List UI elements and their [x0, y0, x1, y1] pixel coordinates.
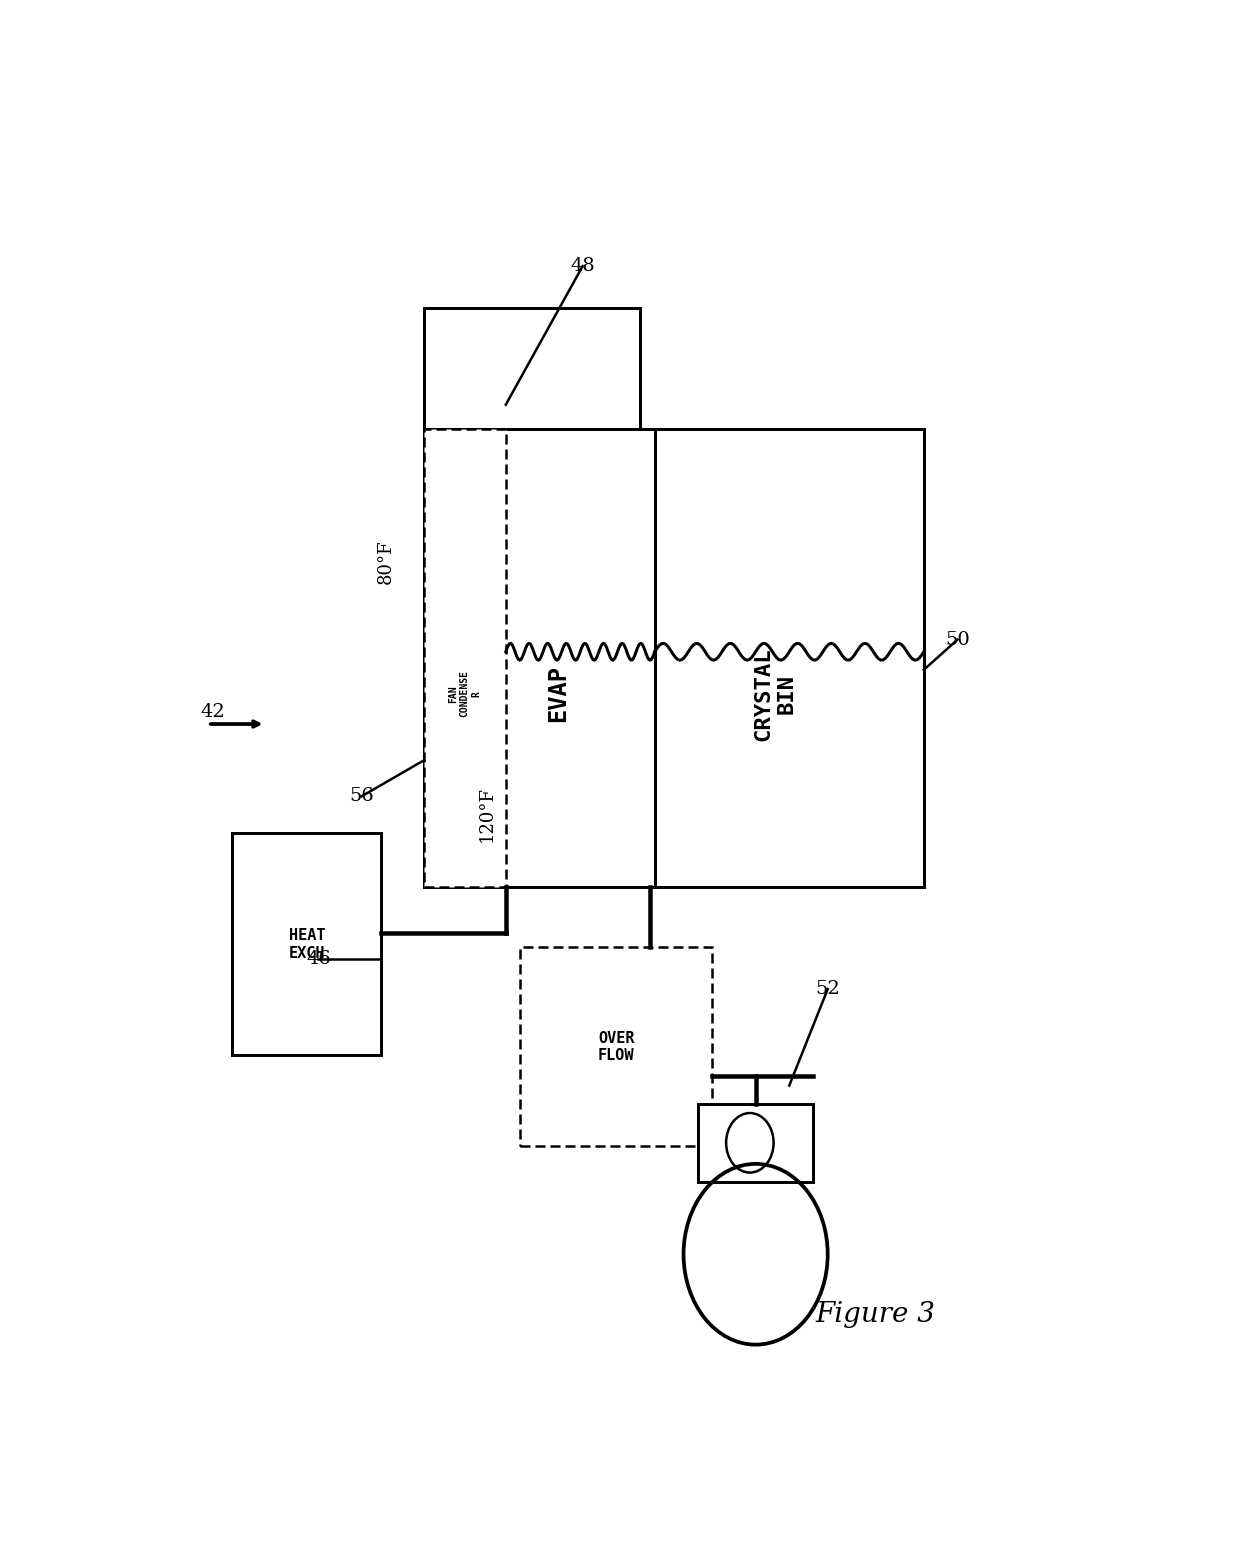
Bar — [424, 429, 506, 887]
Text: 46: 46 — [306, 950, 331, 969]
Text: 42: 42 — [201, 703, 224, 721]
Text: FAN
CONDENSE
R: FAN CONDENSE R — [448, 670, 481, 717]
Text: Figure 3: Figure 3 — [816, 1301, 936, 1329]
Text: 52: 52 — [816, 980, 839, 998]
Text: OVER
FLOW: OVER FLOW — [598, 1031, 635, 1063]
Bar — [521, 947, 713, 1146]
Text: 120°F: 120°F — [477, 787, 496, 842]
Bar — [232, 833, 381, 1055]
Bar — [424, 308, 640, 429]
Text: 80°F: 80°F — [377, 538, 394, 584]
Text: HEAT
EXCH: HEAT EXCH — [289, 928, 325, 961]
Bar — [424, 429, 924, 887]
Bar — [698, 1103, 813, 1182]
Text: CRYSTAL
BIN: CRYSTAL BIN — [753, 646, 796, 740]
Text: EVAP: EVAP — [547, 665, 570, 723]
Text: 50: 50 — [945, 631, 970, 649]
Text: 56: 56 — [350, 787, 374, 806]
Text: 48: 48 — [570, 257, 595, 275]
